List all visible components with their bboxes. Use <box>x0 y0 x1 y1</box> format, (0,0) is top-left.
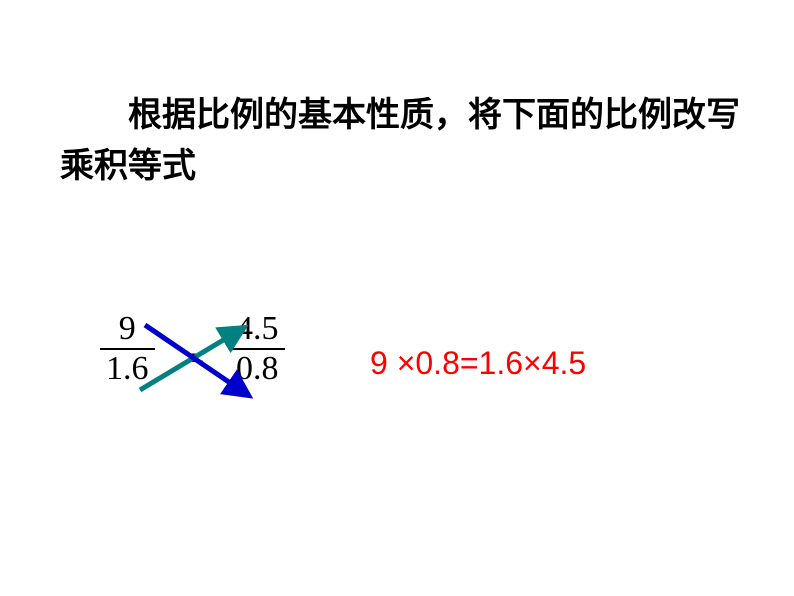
cross-arrows <box>125 315 305 405</box>
proportion-expression: 9 1.6 = 4.5 0.8 <box>100 310 330 430</box>
instruction-text: 根据比例的基本性质，将下面的比例改写乘积等式 <box>60 90 740 192</box>
result-equation: 9 ×0.8=1.6×4.5 <box>370 345 586 382</box>
